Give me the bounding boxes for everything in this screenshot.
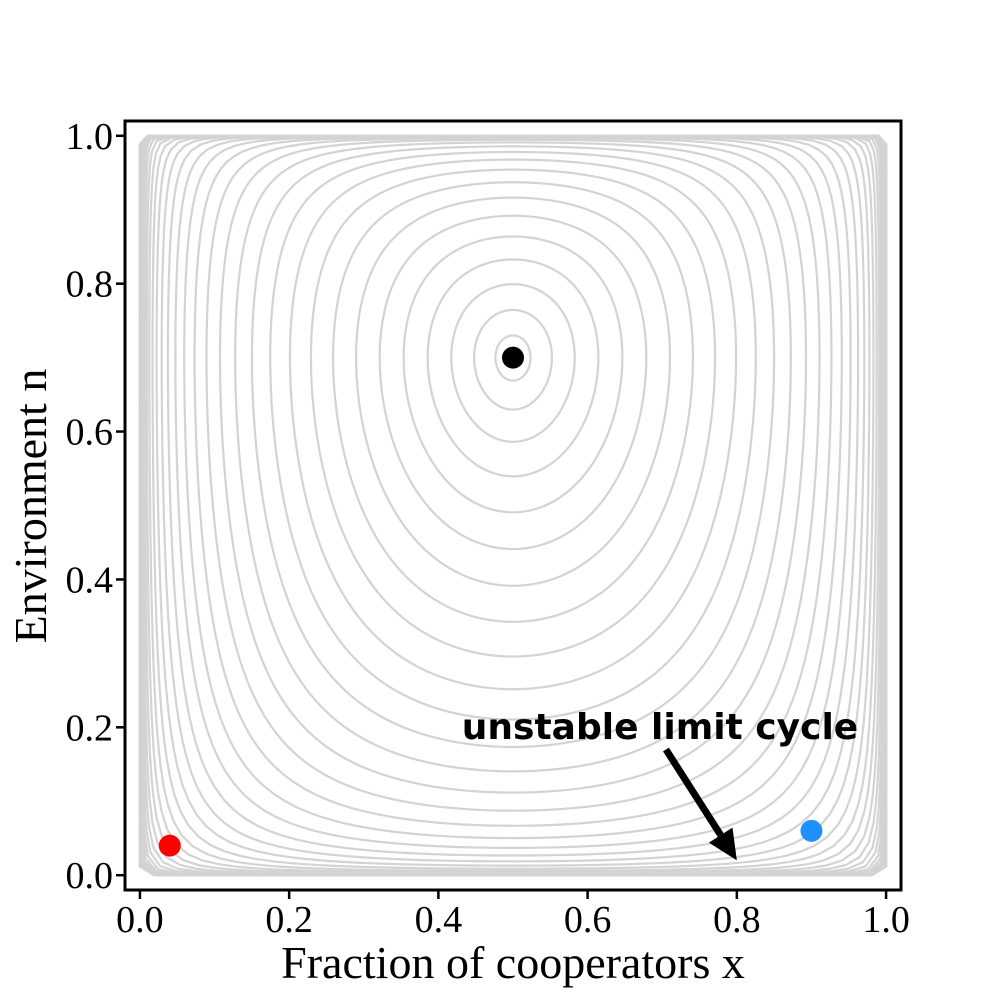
orbit-line xyxy=(450,283,576,443)
x-axis-title: Fraction of cooperators x xyxy=(281,937,745,988)
orbit-line xyxy=(139,134,887,877)
y-tick-label: 0.8 xyxy=(66,264,114,306)
annotation-text: unstable limit cycle xyxy=(462,707,858,748)
orbit-line xyxy=(138,134,888,877)
orbit-line xyxy=(139,134,887,877)
orbit-line xyxy=(143,134,883,875)
y-axis-ticks: 0.0 0.2 0.4 0.6 0.8 1.0 xyxy=(66,116,125,897)
y-tick-label: 0.0 xyxy=(66,855,114,897)
orbit-line xyxy=(331,181,695,623)
orbit-line xyxy=(139,134,887,877)
annotation-arrow xyxy=(663,747,724,838)
x-tick-label: 0.2 xyxy=(265,899,313,941)
x-tick-label: 0.4 xyxy=(415,899,463,941)
x-tick-label: 0.8 xyxy=(713,899,761,941)
orbit-line xyxy=(138,134,888,877)
orbit-line xyxy=(473,308,553,411)
center-point xyxy=(502,346,524,369)
x-tick-label: 1.0 xyxy=(862,899,910,941)
equilibrium-point xyxy=(800,819,823,842)
equilibrium-point xyxy=(158,834,181,857)
orbit-line xyxy=(141,134,885,876)
orbit-line xyxy=(138,134,888,877)
annotation-arrow-head xyxy=(708,827,737,861)
orbit-lines xyxy=(138,134,888,877)
orbit-line xyxy=(426,258,600,478)
orbit-line xyxy=(354,196,672,587)
orbit-line xyxy=(139,134,887,877)
y-tick-label: 0.2 xyxy=(66,707,114,749)
orbit-line xyxy=(218,138,808,794)
x-tick-label: 0.0 xyxy=(116,899,164,941)
x-axis-ticks: 0.0 0.2 0.4 0.6 0.8 1.0 xyxy=(116,890,910,941)
orbit-line xyxy=(151,134,875,870)
x-tick-label: 0.6 xyxy=(564,899,612,941)
orbit-line xyxy=(205,136,821,812)
orbit-line xyxy=(269,150,757,721)
plot-frame xyxy=(123,119,903,892)
equilibrium-points xyxy=(158,346,823,857)
orbit-line xyxy=(139,134,887,877)
y-tick-label: 1.0 xyxy=(66,116,114,158)
orbit-line xyxy=(142,134,884,876)
orbit-line xyxy=(138,134,888,877)
orbit-line xyxy=(148,134,878,873)
orbit-line xyxy=(309,168,717,658)
y-axis-title: Environment n xyxy=(5,369,56,644)
annotation: unstable limit cycle xyxy=(462,707,858,861)
y-tick-label: 0.4 xyxy=(66,559,114,601)
orbit-line xyxy=(378,214,648,551)
orbit-line xyxy=(494,334,532,382)
orbit-line xyxy=(138,134,888,877)
orbit-line xyxy=(402,235,624,514)
orbit-line xyxy=(138,134,888,877)
orbit-line xyxy=(234,141,792,773)
orbit-line xyxy=(160,134,866,863)
y-tick-label: 0.6 xyxy=(66,412,114,454)
orbit-line xyxy=(140,134,886,876)
orbit-line xyxy=(288,158,738,691)
orbit-line xyxy=(145,134,881,874)
orbit-line xyxy=(138,134,888,877)
orbit-line xyxy=(138,134,888,877)
orbit-line xyxy=(138,134,888,877)
orbit-line xyxy=(250,145,776,749)
